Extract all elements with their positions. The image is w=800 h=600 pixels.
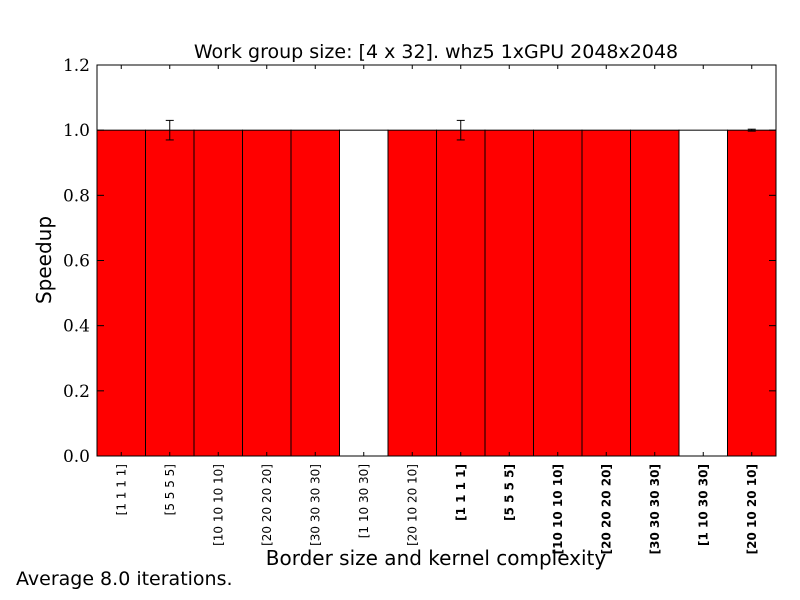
y-tick-label: 0.0 [63, 447, 90, 467]
y-tick-label: 1.2 [63, 56, 90, 76]
x-tick-label: [1 10 30 30] [357, 464, 371, 538]
bar-9 [484, 129, 534, 457]
bar-2 [145, 129, 195, 457]
bar-10 [533, 129, 583, 457]
y-tick-label: 0.4 [63, 317, 90, 337]
bar-14 [727, 129, 777, 457]
bar-8 [436, 129, 486, 457]
x-tick-label: [5 5 5 5] [163, 464, 177, 515]
errorbars-layer [165, 119, 756, 141]
x-tick-label: [20 20 20 20] [599, 464, 613, 554]
bar-5 [290, 129, 340, 457]
y-tick-label: 1.0 [63, 121, 90, 141]
x-tick-label: [20 10 20 10] [745, 464, 759, 554]
x-tick-label: [20 20 20 20] [260, 464, 274, 546]
bar-11 [581, 129, 631, 457]
bar-1 [96, 129, 146, 457]
error-bar-8 [456, 119, 465, 141]
x-tick-label: [1 10 30 30] [696, 464, 710, 546]
x-axis-ticks: [1 1 1 1] [5 5 5 5] [10 10 10 10] [20 20 20… [114, 65, 759, 554]
x-tick-label: [30 30 30 30] [308, 464, 322, 546]
x-tick-label: [10 10 10 10] [551, 464, 565, 554]
x-tick-label: [30 30 30 30] [648, 464, 662, 554]
y-tick-label: 0.6 [63, 252, 90, 272]
x-tick-label: [10 10 10 10] [211, 464, 225, 546]
x-tick-label: [5 5 5 5] [502, 464, 516, 521]
y-tick-label: 0.2 [63, 382, 90, 402]
chart-title: Work group size: [4 x 32]. whz5 1xGPU 20… [194, 41, 678, 63]
footnote: Average 8.0 iterations. [16, 568, 233, 590]
y-axis-ticks: 0.0 0.2 0.4 0.6 0.8 1.0 1.2 [63, 56, 776, 467]
bars-layer [96, 129, 777, 457]
y-axis-label: Speedup [32, 216, 56, 304]
x-tick-label: [1 1 1 1] [114, 464, 128, 515]
x-tick-label: [1 1 1 1] [454, 464, 468, 521]
y-tick-label: 0.8 [63, 186, 90, 206]
bar-6 [339, 129, 389, 457]
bar-3 [193, 129, 243, 457]
bar-12 [630, 129, 680, 457]
error-bar-2 [165, 119, 174, 141]
bar-13 [678, 129, 728, 457]
bar-4 [242, 129, 292, 457]
x-axis-label: Border size and kernel complexity [266, 546, 607, 570]
bar-7 [387, 129, 437, 457]
x-tick-label: [20 10 20 10] [405, 464, 419, 546]
error-bar-14 [747, 128, 756, 132]
